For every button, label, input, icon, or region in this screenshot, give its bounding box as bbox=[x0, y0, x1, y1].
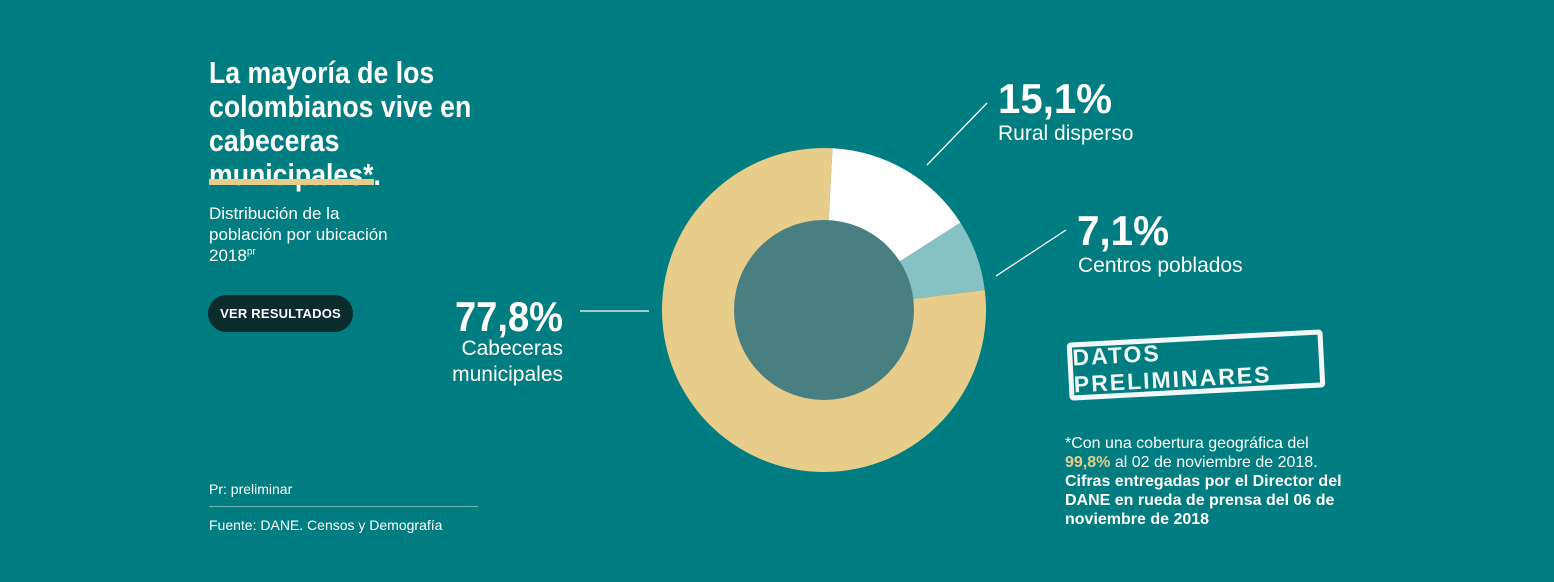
label-cabeceras-value: 77,8% bbox=[455, 293, 563, 340]
headline: La mayoría de los colombianos vive en ca… bbox=[209, 56, 519, 192]
slice-labels: 15,1%Rural disperso 7,1%Centros poblados 7… bbox=[452, 75, 1243, 386]
coverage-footnote: *Con una cobertura geográfica del 99,8% … bbox=[1065, 434, 1385, 529]
headline-underline bbox=[209, 179, 374, 185]
footnote-bold: Cifras entregadas por el Director del DA… bbox=[1065, 473, 1342, 528]
label-rural-name: Rural disperso bbox=[998, 122, 1133, 145]
source-note: Fuente: DANE. Censos y Demografía bbox=[209, 517, 443, 533]
donut-hole bbox=[734, 220, 914, 400]
preliminar-note: Pr: preliminar bbox=[209, 481, 293, 497]
label-rural-value: 15,1% bbox=[998, 75, 1112, 122]
subtitle-year-sup: pr bbox=[246, 246, 256, 258]
ver-resultados-button[interactable]: VER RESULTADOS bbox=[208, 295, 353, 332]
headline-line-3: cabeceras municipales*. bbox=[209, 123, 381, 192]
footnote-part-1: *Con una cobertura geográfica del bbox=[1065, 435, 1309, 452]
subtitle-year: 2018 bbox=[209, 246, 247, 265]
subtitle-line-2: población por ubicación bbox=[209, 225, 388, 244]
leader-lines bbox=[580, 102, 1067, 312]
subtitle: Distribución de la población por ubicaci… bbox=[209, 203, 449, 266]
label-centros-name: Centros poblados bbox=[1078, 254, 1243, 277]
leader-rural bbox=[926, 102, 988, 166]
label-cabeceras-name-1: Cabeceras bbox=[461, 337, 563, 360]
label-centros-value: 7,1% bbox=[1077, 207, 1169, 254]
headline-line-2: colombianos vive en bbox=[209, 89, 472, 124]
leader-centros bbox=[995, 229, 1067, 277]
headline-line-1: La mayoría de los bbox=[209, 55, 435, 90]
footnote-part-2: al 02 de noviembre de 2018. bbox=[1114, 454, 1318, 471]
subtitle-line-3: 2018pr bbox=[209, 245, 449, 266]
subtitle-line-1: Distribución de la bbox=[209, 204, 340, 223]
footnote-highlight: 99,8% bbox=[1065, 454, 1111, 471]
notes-divider bbox=[209, 506, 478, 507]
label-cabeceras-name-2: municipales bbox=[452, 363, 563, 386]
